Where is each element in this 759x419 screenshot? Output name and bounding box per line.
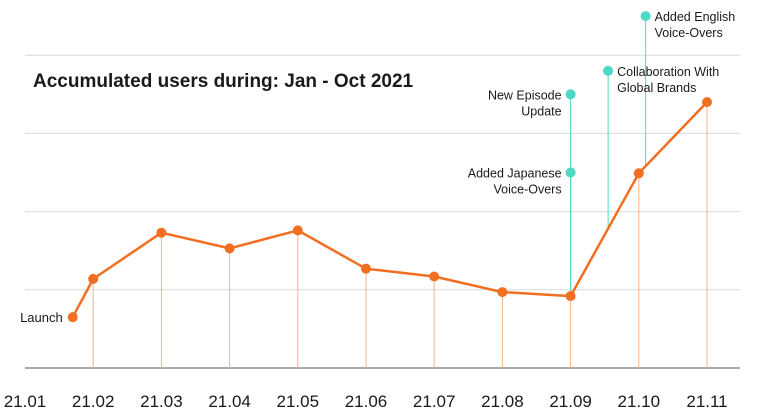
annotation-label: Update xyxy=(521,104,561,118)
x-tick-label: 21.10 xyxy=(618,392,661,411)
data-point xyxy=(565,291,576,302)
data-point xyxy=(88,273,99,284)
series-line xyxy=(71,101,708,318)
x-tick-label: 21.03 xyxy=(140,392,183,411)
x-tick-label: 21.09 xyxy=(549,392,592,411)
x-tick-label: 21.06 xyxy=(345,392,388,411)
data-point xyxy=(361,263,371,274)
data-point xyxy=(67,312,78,323)
data-point xyxy=(497,287,508,298)
x-tick-label: 21.01 xyxy=(4,392,47,411)
data-point xyxy=(224,243,235,254)
data-point xyxy=(156,227,167,238)
annotation-label: Global Brands xyxy=(617,81,696,95)
x-tick-label: 21.05 xyxy=(277,392,320,411)
annotation-label: Collaboration With xyxy=(617,65,719,79)
x-tick-label: 21.11 xyxy=(686,392,727,411)
point-label: Launch xyxy=(20,310,63,325)
x-tick-label: 21.02 xyxy=(72,392,115,411)
annotation-dot xyxy=(640,11,651,22)
x-tick-label: 21.08 xyxy=(481,392,524,411)
annotation-label: Added English xyxy=(655,10,736,24)
data-point xyxy=(633,168,644,179)
x-tick-label: 21.07 xyxy=(413,392,456,411)
chart-title: Accumulated users during: Jan - Oct 2021 xyxy=(33,71,414,92)
annotation-label: Added Japanese xyxy=(468,167,562,181)
data-point xyxy=(702,97,712,108)
annotation-dot xyxy=(565,89,576,100)
data-point xyxy=(292,225,303,236)
x-tick-label: 21.04 xyxy=(208,392,251,411)
annotation-label: Voice-Overs xyxy=(494,183,562,197)
annotation-dot xyxy=(565,167,576,178)
annotation-label: New Episode xyxy=(488,88,562,102)
annotation-dot xyxy=(603,65,614,76)
annotation-label: Voice-Overs xyxy=(655,26,723,40)
data-point xyxy=(429,271,440,282)
